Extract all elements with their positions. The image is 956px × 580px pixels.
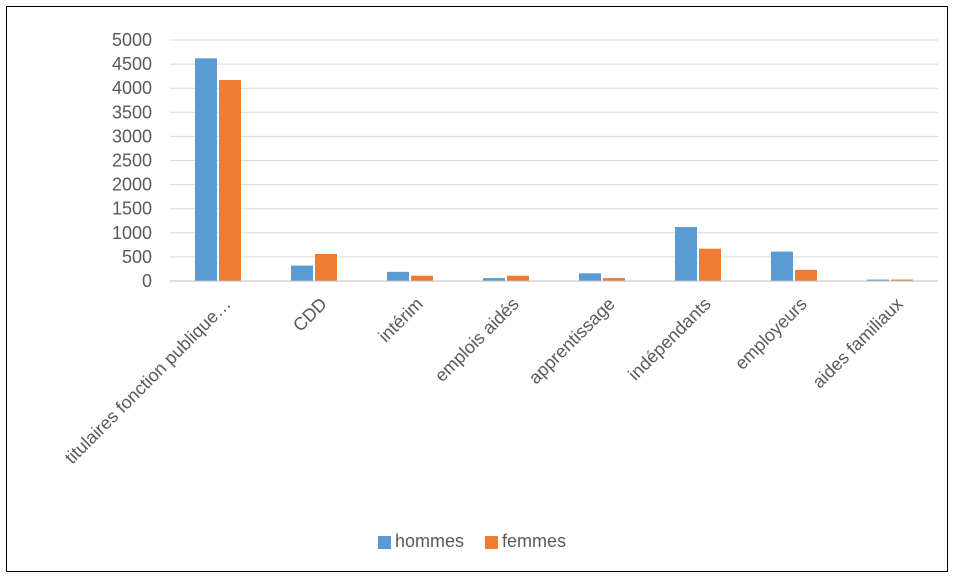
bar-femmes	[603, 278, 625, 281]
bar-hommes	[291, 265, 313, 281]
y-tick-label: 5000	[112, 30, 152, 50]
legend-swatch-hommes	[378, 536, 391, 549]
y-tick-label: 3500	[112, 102, 152, 122]
y-tick-label: 1500	[112, 199, 152, 219]
x-category-label: apprentissage	[525, 294, 619, 388]
y-axis-tick-labels: 0 500 1000 1500 2000 2500 3000 3500 4000 4500 5000	[112, 30, 152, 291]
bar-hommes	[675, 227, 697, 281]
x-category-label: aides familiaux	[808, 294, 906, 392]
x-category-label: indépendants	[624, 294, 715, 385]
bar-hommes	[483, 278, 505, 281]
x-category-label: CDD	[289, 294, 331, 336]
bars	[195, 58, 913, 281]
bar-femmes	[411, 275, 433, 281]
y-tick-label: 500	[122, 247, 152, 267]
y-tick-label: 2500	[112, 151, 152, 171]
bar-femmes	[315, 254, 337, 281]
bar-femmes	[699, 248, 721, 281]
bar-femmes	[795, 269, 817, 281]
chart-frame	[6, 6, 948, 572]
x-axis-category-labels: titulaires fonction publique… CDD intérim e…	[61, 294, 907, 468]
bar-femmes	[507, 275, 529, 281]
bar-hommes	[579, 273, 601, 281]
y-tick-label: 1000	[112, 223, 152, 243]
y-tick-label: 0	[142, 271, 152, 291]
bar-hommes	[867, 279, 889, 281]
legend-label-hommes: hommes	[395, 531, 464, 551]
y-tick-label: 3000	[112, 126, 152, 146]
bar-hommes	[387, 271, 409, 281]
bar-hommes	[771, 251, 793, 281]
bar-femmes	[219, 80, 241, 281]
x-category-label: titulaires fonction publique…	[61, 294, 235, 468]
x-category-label: intérim	[374, 294, 426, 346]
y-tick-label: 2000	[112, 175, 152, 195]
legend: hommes femmes	[378, 531, 566, 551]
gridlines	[170, 39, 938, 258]
legend-label-femmes: femmes	[502, 531, 566, 551]
bar-femmes	[891, 279, 913, 281]
bar-hommes	[195, 58, 217, 281]
y-tick-label: 4500	[112, 54, 152, 74]
y-tick-label: 4000	[112, 78, 152, 98]
x-category-label: employeurs	[731, 294, 811, 374]
x-category-label: emplois aidés	[431, 294, 523, 386]
legend-swatch-femmes	[485, 536, 498, 549]
